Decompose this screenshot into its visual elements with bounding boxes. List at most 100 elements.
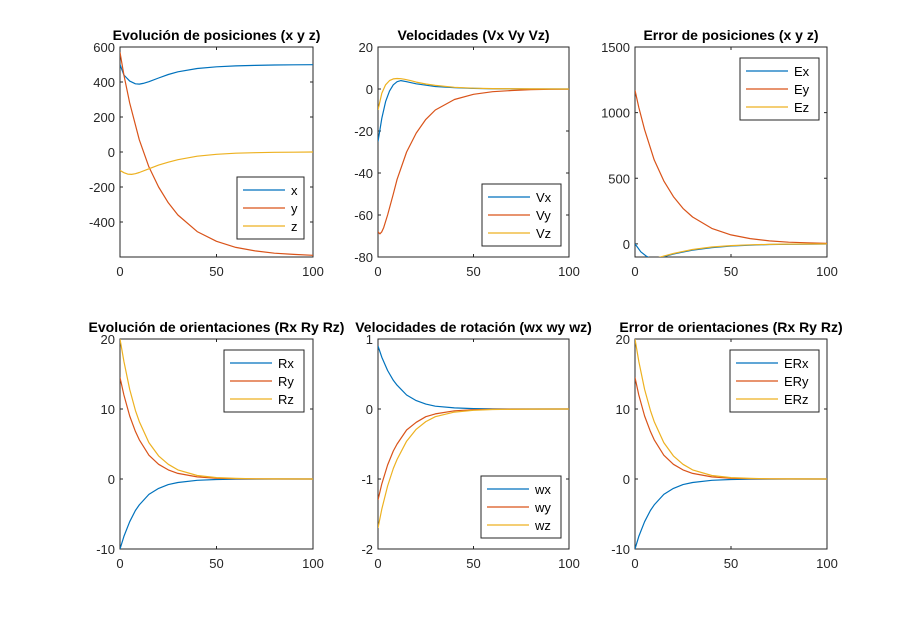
x-tick-label: 50 [466,556,480,571]
y-tick-label: -2 [361,542,373,557]
x-tick-label: 100 [816,556,838,571]
legend-label-Ry: Ry [278,374,294,389]
legend-label-Ez: Ez [794,100,809,115]
y-tick-label: 0 [623,237,630,252]
y-tick-label: 600 [93,40,115,55]
y-tick-label: 0 [108,145,115,160]
legend-label-Ex: Ex [794,64,810,79]
series-line-Ez [658,243,827,257]
series-group [120,52,313,256]
series-line-Rz [120,339,313,480]
series-group [378,345,569,529]
y-tick-label: 1500 [601,40,630,55]
legend: ERx ERy ERz [729,349,820,413]
chart-title: Evolución de orientaciones (Rx Ry Rz) [89,319,345,335]
y-tick-label: 10 [616,402,630,417]
legend: Rx Ry Rz [223,349,305,413]
x-tick-label: 0 [116,556,123,571]
chart-title: Error de orientaciones (Rx Ry Rz) [619,319,842,335]
x-tick-label: 100 [302,264,324,279]
legend-label-Vz: Vz [536,226,551,241]
legend-label-wx: wx [534,482,551,497]
y-tick-label: 0 [366,402,373,417]
y-tick-label: 20 [101,332,115,347]
legend: Vx Vy Vz [481,183,562,247]
series-group [378,77,569,235]
y-tick-label: -200 [89,180,115,195]
series-line-y [120,52,313,256]
series-line-wz [378,408,569,529]
x-tick-label: 100 [558,556,580,571]
legend-label-z: z [291,219,298,234]
legend-label-Ey: Ey [794,82,810,97]
y-tick-label: 20 [616,332,630,347]
y-tick-label: 0 [623,472,630,487]
x-tick-label: 0 [631,264,638,279]
legend-label-ERx: ERx [784,356,809,371]
legend-label-y: y [291,201,298,216]
y-tick-label: 500 [608,171,630,186]
legend-label-Vx: Vx [536,190,552,205]
x-tick-label: 0 [631,556,638,571]
x-tick-label: 100 [816,264,838,279]
series-line-Vy [378,88,569,235]
x-tick-label: 100 [558,264,580,279]
series-line-x [120,64,313,85]
legend-label-Vy: Vy [536,208,551,223]
series-line-z [120,151,313,175]
legend-label-Rx: Rx [278,356,294,371]
legend: xyz [236,176,305,240]
y-tick-label: 0 [108,472,115,487]
y-tick-label: -10 [96,542,115,557]
x-tick-label: 50 [209,264,223,279]
y-tick-label: -10 [611,542,630,557]
chart-title: Velocidades de rotación (wx wy wz) [355,319,592,335]
x-tick-label: 0 [374,264,381,279]
y-tick-label: 200 [93,110,115,125]
x-tick-label: 50 [466,264,480,279]
series-group [635,90,827,257]
legend: wx wy wz [480,475,562,539]
x-tick-label: 0 [374,556,381,571]
legend-label-wy: wy [534,500,551,515]
y-tick-label: -80 [354,250,373,265]
subplot-3: 0 50 100 1500 1000 500 0 Error de posiciones (x… [601,27,838,279]
y-tick-label: 1000 [601,106,630,121]
subplot-2: 0 50 100 20 0 -20 -40 -60 -80 Velocidades (Vx Vy … [354,27,580,279]
y-tick-label: 1 [366,332,373,347]
x-tick-label: 50 [209,556,223,571]
chart-title: Error de posiciones (x y z) [643,27,818,43]
legend-label-wz: wz [534,518,551,533]
y-tick-label: -400 [89,215,115,230]
subplot-1: 0 50 100 600 400 200 0 -200 -400 Evolución de pos… [89,27,324,279]
x-tick-label: 50 [724,556,738,571]
legend-label-ERz: ERz [784,392,809,407]
legend: Ex Ey Ez [739,57,820,121]
subplot-5: 0 50 100 1 0 -1 -2 Velocidades de rotación (wx … [355,319,592,571]
y-tick-label: -1 [361,472,373,487]
y-tick-label: 400 [93,75,115,90]
y-tick-label: 10 [101,402,115,417]
x-tick-label: 50 [724,264,738,279]
series-group [120,339,313,549]
series-line-Ey [635,90,827,244]
series-group [635,339,827,549]
legend-label-Rz: Rz [278,392,294,407]
chart-title: Evolución de posiciones (x y z) [113,27,321,43]
chart-title: Velocidades (Vx Vy Vz) [398,27,550,43]
legend-label-ERy: ERy [784,374,809,389]
x-tick-label: 0 [116,264,123,279]
y-tick-label: 0 [366,82,373,97]
legend-label-x: x [291,183,298,198]
x-tick-label: 100 [302,556,324,571]
y-tick-label: 20 [359,40,373,55]
y-tick-label: -40 [354,166,373,181]
series-line-Vz [378,77,569,111]
y-tick-label: -20 [354,124,373,139]
y-tick-label: -60 [354,208,373,223]
series-line-ERz [635,339,827,480]
